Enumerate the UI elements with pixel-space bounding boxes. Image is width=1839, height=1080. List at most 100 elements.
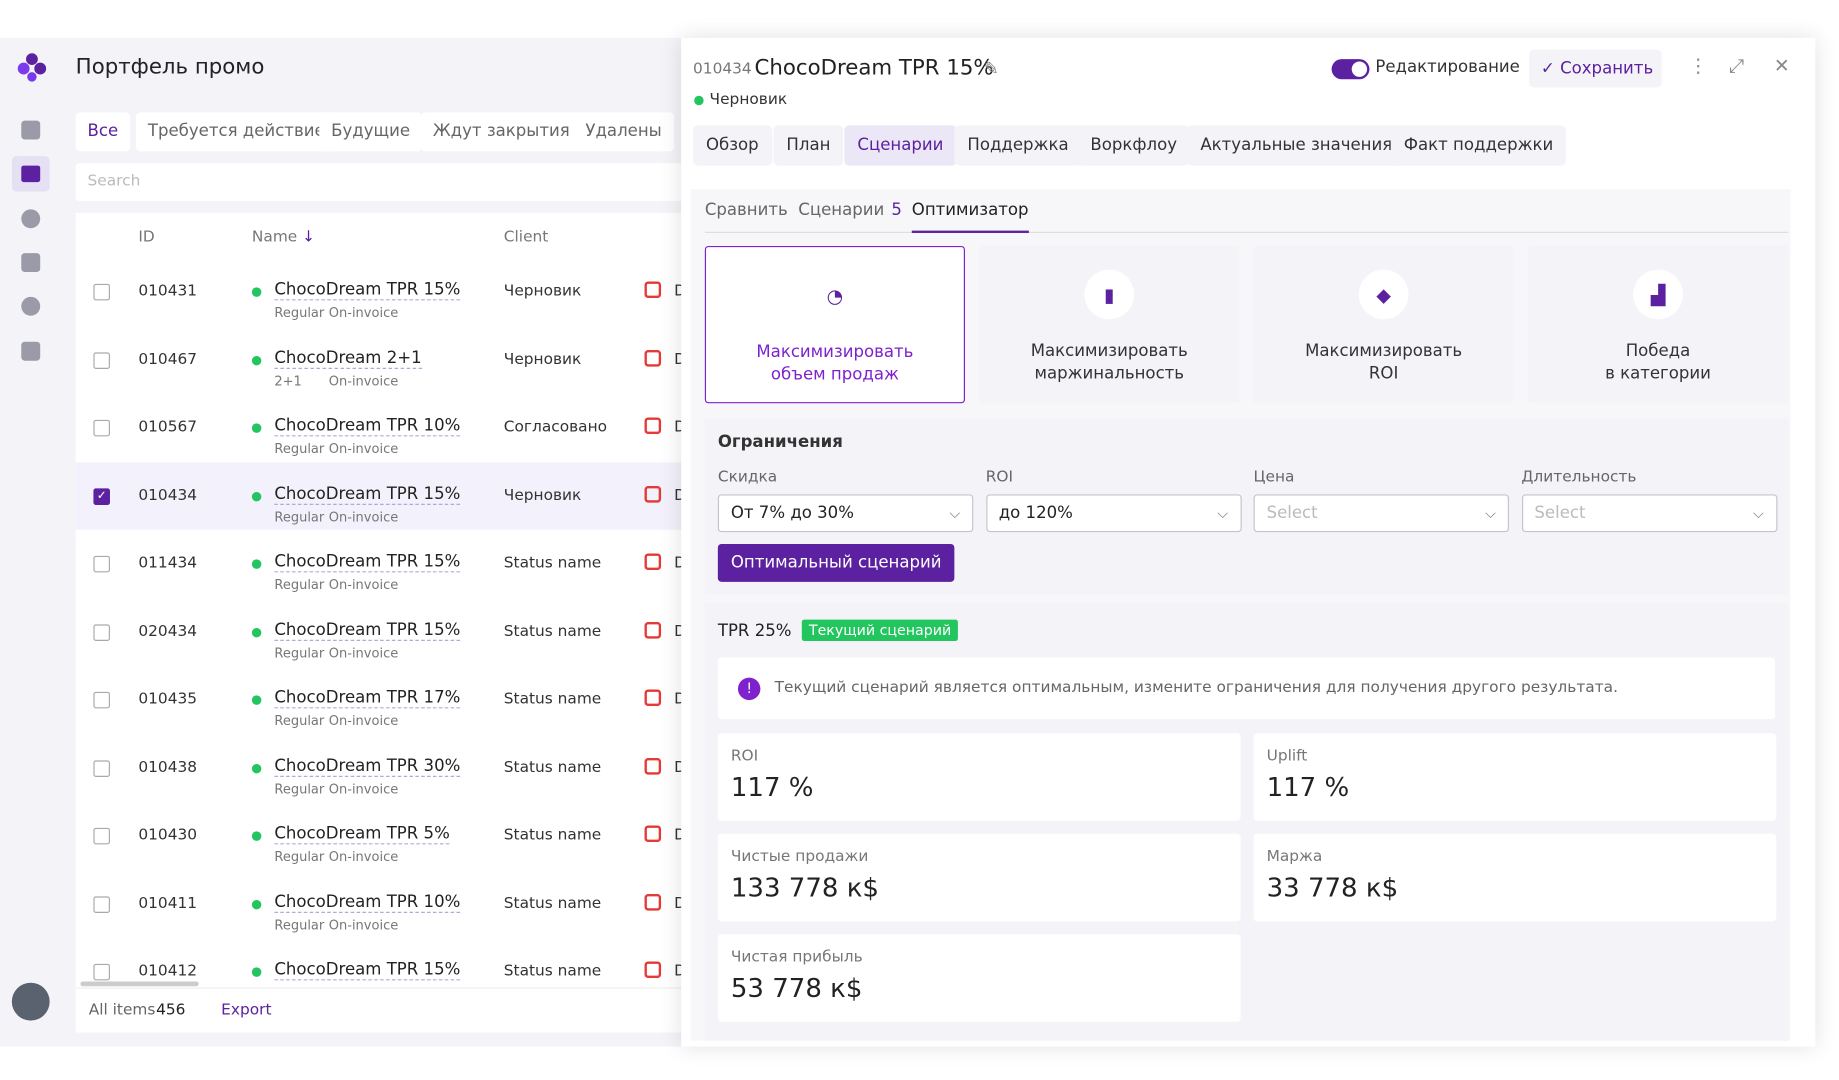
subtab[interactable]: Оптимизатор [911, 201, 1029, 233]
goal-card[interactable]: ▮ Максимизировать маржинальность [979, 245, 1240, 404]
select[interactable]: От 7% до 30% ⌵ [717, 494, 974, 533]
checkbox[interactable] [93, 963, 110, 981]
select[interactable]: Select ⌵ [1521, 494, 1777, 533]
calendar-icon[interactable] [21, 341, 41, 361]
row-name[interactable]: ChocoDream TPR 30% [274, 756, 461, 777]
status-dot [251, 559, 262, 569]
list-tab[interactable]: Все [75, 112, 130, 152]
row-name[interactable]: ChocoDream TPR 10% [274, 416, 461, 437]
settings-icon[interactable] [21, 296, 41, 316]
metric-value: 117 % [1266, 773, 1350, 803]
table-row[interactable]: ✓ 010434 ChocoDream TPR 15% Regular On-invoi… [75, 461, 701, 530]
home-icon[interactable] [21, 120, 41, 140]
metric-value: 133 778 к$ [730, 873, 879, 904]
row-icon [644, 893, 662, 911]
toggle[interactable] [1331, 59, 1370, 80]
chart-icon[interactable] [21, 209, 41, 229]
table-row[interactable]: 010430 ChocoDream TPR 5% Regular On-invoice… [76, 802, 700, 869]
table-row[interactable]: 010411 ChocoDream TPR 10% Regular On-invoic… [76, 870, 700, 937]
select[interactable]: до 120% ⌵ [985, 494, 1242, 533]
layers-icon[interactable] [21, 253, 41, 272]
row-name[interactable]: ChocoDream TPR 15% [274, 280, 461, 301]
row-name[interactable]: ChocoDream TPR 15% [274, 620, 461, 641]
table-row[interactable]: 010435 ChocoDream TPR 17% Regular On-invoic… [76, 666, 700, 733]
checkbox[interactable] [93, 691, 110, 709]
export-link[interactable]: Export [221, 1001, 272, 1020]
close-icon[interactable]: ✕ [1773, 54, 1790, 77]
row-name[interactable]: ChocoDream 2+1 [274, 348, 422, 369]
checkbox[interactable] [93, 419, 110, 437]
table-row[interactable]: 010438 ChocoDream TPR 30% Regular On-invoic… [76, 734, 700, 801]
list-icon-active[interactable] [11, 156, 50, 192]
row-extra: D [674, 486, 686, 505]
detail-tab[interactable]: Обзор [693, 125, 772, 166]
scenario-name: TPR 25% [717, 622, 792, 641]
row-name[interactable]: ChocoDream TPR 15% [274, 960, 461, 981]
edit-icon[interactable]: ✎ [983, 57, 999, 80]
detail-tab[interactable]: Факт поддержки [1390, 125, 1567, 166]
status-dot [251, 355, 262, 365]
goal-label: Максимизировать маржинальность [1030, 341, 1188, 384]
metric-label: ROI [730, 747, 759, 766]
save-button[interactable]: ✓ Сохранить [1529, 49, 1662, 88]
row-icon [644, 825, 662, 843]
row-extra: D [674, 350, 686, 369]
table-row[interactable]: 010467 ChocoDream 2+1 2+1 On-invoice Чернови… [76, 326, 700, 393]
metric-card: Uplift 117 % [1253, 733, 1777, 821]
detail-tab[interactable]: Сценарии [844, 125, 957, 166]
avatar[interactable] [11, 982, 50, 1021]
row-tag: Regular [274, 509, 325, 525]
checkbox[interactable] [93, 283, 110, 301]
scenario-badge: Текущий сценарий [801, 619, 959, 641]
row-client: Status name [503, 554, 602, 573]
detail-tab[interactable]: Поддержка [954, 125, 1082, 166]
detail-tab[interactable]: Актуальные значения [1187, 125, 1406, 166]
list-tab[interactable]: Будущие [319, 112, 422, 152]
table-row[interactable]: 020434 ChocoDream TPR 15% Regular On-invoic… [76, 598, 700, 665]
field-label: Длительность [1521, 468, 1637, 487]
table-row[interactable]: 010431 ChocoDream TPR 15% Regular On-invoic… [76, 258, 700, 325]
table-row[interactable]: 010412 ChocoDream TPR 15% Status name D [76, 938, 700, 1005]
row-name[interactable]: ChocoDream TPR 15% [274, 552, 461, 573]
optimal-button[interactable]: Оптимальный сценарий [717, 543, 955, 582]
checkbox[interactable] [93, 759, 110, 777]
row-name[interactable]: ChocoDream TPR 5% [274, 824, 450, 845]
list-tab[interactable]: Удалены [573, 112, 674, 152]
detail-tab[interactable]: Воркфлоу [1077, 125, 1191, 166]
checkbox[interactable] [93, 895, 110, 913]
subtab[interactable]: Сценарии 5 [798, 201, 902, 231]
checkbox[interactable] [93, 351, 110, 369]
chevron: ⌵ [1485, 504, 1496, 522]
search-placeholder: Search [87, 172, 141, 191]
status-dot [251, 831, 262, 841]
save-label: Сохранить [1560, 59, 1654, 79]
table-row[interactable]: 011434 ChocoDream TPR 15% Regular On-invoic… [76, 530, 700, 597]
goal-card[interactable]: ◆ Максимизировать ROI [1253, 245, 1514, 404]
detail-tab[interactable]: План [773, 125, 844, 166]
search[interactable]: Search [75, 163, 701, 202]
select[interactable]: Select ⌵ [1253, 494, 1509, 533]
checkbox[interactable] [93, 623, 110, 641]
row-icon [644, 621, 662, 639]
goal-card[interactable]: ▟ Победа в категории [1527, 245, 1789, 404]
row-name[interactable]: ChocoDream TPR 17% [274, 688, 461, 709]
checkbox[interactable]: ✓ [93, 487, 110, 505]
subtab[interactable]: Сравнить [705, 201, 788, 231]
checkbox[interactable] [93, 827, 110, 845]
goal-icon: ▮ [1084, 269, 1135, 320]
row-name[interactable]: ChocoDream TPR 15% [274, 484, 461, 505]
table-row[interactable]: 010567 ChocoDream TPR 10% Regular On-invoic… [76, 394, 700, 461]
row-name[interactable]: ChocoDream TPR 10% [274, 892, 461, 913]
menu-icon[interactable]: ⋮ [1688, 54, 1708, 77]
row-client: Status name [503, 758, 602, 777]
goal-card[interactable]: ◔ Максимизировать объем продаж [704, 245, 966, 404]
sidebar [0, 37, 62, 1047]
row-id: 010567 [138, 418, 198, 437]
checkbox[interactable] [93, 555, 110, 573]
row-id: 011434 [138, 554, 198, 573]
subtab-label: Оптимизатор [911, 201, 1029, 220]
field-label: ROI [985, 468, 1014, 487]
expand-icon[interactable]: ⤢ [1728, 54, 1745, 77]
list-tab[interactable]: Ждут закрытия [421, 112, 582, 152]
list-tab[interactable]: Требуется действие [135, 112, 337, 152]
